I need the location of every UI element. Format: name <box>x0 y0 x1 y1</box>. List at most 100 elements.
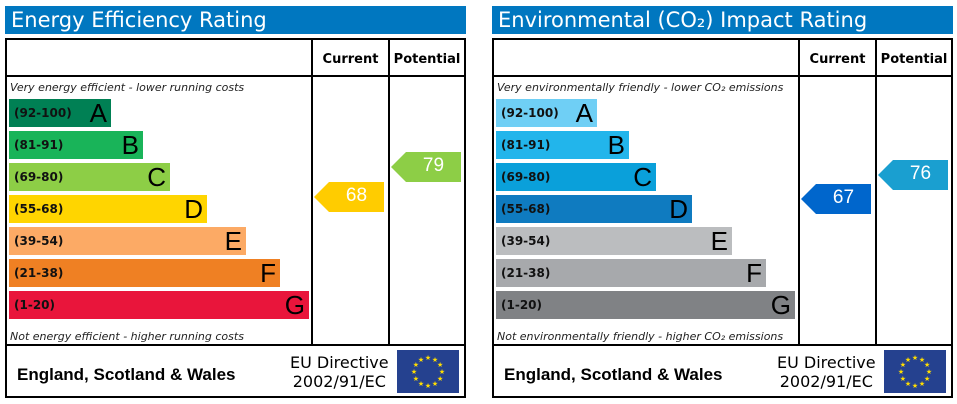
band-range: (81-91) <box>501 138 551 152</box>
band-letter: D <box>184 194 203 224</box>
band-letter: F <box>746 258 762 288</box>
band-range: (21-38) <box>501 266 551 280</box>
band-letter: A <box>575 98 593 128</box>
rating-table: Current Potential Very environmentally f… <box>492 38 953 398</box>
band-range: (69-80) <box>14 170 64 184</box>
band-letter: A <box>89 98 107 128</box>
star-icon: ★ <box>900 361 906 369</box>
column-header-potential: Potential <box>880 52 948 67</box>
divider <box>494 344 951 346</box>
band-range: (21-38) <box>14 266 64 280</box>
bottom-note: Not environmentally friendly - higher CO… <box>497 330 784 343</box>
star-icon: ★ <box>425 354 431 362</box>
rating-table: Current Potential Very energy efficient … <box>5 38 466 398</box>
band-f: (21-38) F <box>496 258 766 288</box>
band-letter: E <box>710 226 728 256</box>
band-letter: G <box>284 290 305 320</box>
star-icon: ★ <box>411 368 417 376</box>
star-icon: ★ <box>905 356 911 364</box>
star-icon: ★ <box>439 368 445 376</box>
band-c: (69-80) C <box>496 162 656 192</box>
band-range: (92-100) <box>14 106 72 120</box>
band-letter: B <box>121 130 139 160</box>
divider <box>7 344 464 346</box>
star-icon: ★ <box>924 375 930 383</box>
current-rating-value: 67 <box>832 187 855 208</box>
star-icon: ★ <box>418 380 424 388</box>
star-icon: ★ <box>912 382 918 390</box>
band-f: (21-38) F <box>9 258 280 288</box>
directive-line: 2002/91/EC <box>779 372 873 391</box>
band-letter: E <box>224 226 242 256</box>
eu-flag-icon: ★ ★★★★★★★★★★★ <box>884 350 946 393</box>
star-icon: ★ <box>425 382 431 390</box>
star-icon: ★ <box>900 375 906 383</box>
column-header-current: Current <box>322 52 379 67</box>
eu-directive: EU Directive 2002/91/EC <box>290 353 389 391</box>
chart-title: Environmental (CO₂) Impact Rating <box>492 6 953 34</box>
band-d: (55-68) D <box>9 194 207 224</box>
band-e: (39-54) E <box>496 226 732 256</box>
divider <box>311 40 313 346</box>
band-range: (69-80) <box>501 170 551 184</box>
current-rating-arrow: 67 <box>801 184 871 214</box>
bottom-note: Not energy efficient - higher running co… <box>10 330 244 343</box>
band-range: (55-68) <box>501 202 551 216</box>
star-icon: ★ <box>432 380 438 388</box>
eu-flag-icon: ★ ★★★★★★★★★★★ <box>397 350 459 393</box>
region-label: England, Scotland & Wales <box>504 365 723 384</box>
band-b: (81-91) B <box>9 130 143 160</box>
star-icon: ★ <box>432 356 438 364</box>
environmental-impact-chart: Environmental (CO₂) Impact Rating Curren… <box>492 0 953 404</box>
potential-rating-value: 79 <box>422 155 445 176</box>
band-e: (39-54) E <box>9 226 246 256</box>
band-a: (92-100) A <box>496 98 597 128</box>
current-rating-value: 68 <box>345 185 368 206</box>
current-rating-arrow: 68 <box>314 182 384 212</box>
band-a: (92-100) A <box>9 98 111 128</box>
band-d: (55-68) D <box>496 194 692 224</box>
band-range: (1-20) <box>14 298 55 312</box>
star-icon: ★ <box>418 356 424 364</box>
band-letter: B <box>607 130 625 160</box>
band-g: (1-20) G <box>9 290 309 320</box>
column-header-potential: Potential <box>393 52 461 67</box>
band-range: (39-54) <box>501 234 551 248</box>
star-icon: ★ <box>898 368 904 376</box>
band-letter: C <box>633 162 652 192</box>
region-label: England, Scotland & Wales <box>17 365 236 384</box>
star-icon: ★ <box>905 380 911 388</box>
directive-line: 2002/91/EC <box>292 372 386 391</box>
band-range: (39-54) <box>14 234 64 248</box>
star-icon: ★ <box>919 380 925 388</box>
band-letter: G <box>770 290 791 320</box>
top-note: Very environmentally friendly - lower CO… <box>497 81 784 94</box>
potential-rating-arrow: 79 <box>391 152 461 182</box>
star-icon: ★ <box>413 361 419 369</box>
directive-line: EU Directive <box>777 353 876 372</box>
band-range: (92-100) <box>501 106 559 120</box>
band-c: (69-80) C <box>9 162 170 192</box>
energy-efficiency-chart: Energy Efficiency Rating Current Potenti… <box>5 0 466 404</box>
star-icon: ★ <box>912 354 918 362</box>
eu-directive: EU Directive 2002/91/EC <box>777 353 876 391</box>
directive-line: EU Directive <box>290 353 389 372</box>
divider <box>494 75 951 77</box>
star-icon: ★ <box>919 356 925 364</box>
divider <box>875 40 877 346</box>
band-b: (81-91) B <box>496 130 629 160</box>
star-icon: ★ <box>926 368 932 376</box>
band-range: (55-68) <box>14 202 64 216</box>
band-letter: D <box>669 194 688 224</box>
band-range: (81-91) <box>14 138 64 152</box>
band-letter: C <box>147 162 166 192</box>
star-icon: ★ <box>924 361 930 369</box>
star-icon: ★ <box>413 375 419 383</box>
column-header-current: Current <box>809 52 866 67</box>
band-letter: F <box>260 258 276 288</box>
divider <box>7 75 464 77</box>
potential-rating-value: 76 <box>909 163 932 184</box>
star-icon: ★ <box>437 361 443 369</box>
star-icon: ★ <box>437 375 443 383</box>
band-g: (1-20) G <box>496 290 795 320</box>
